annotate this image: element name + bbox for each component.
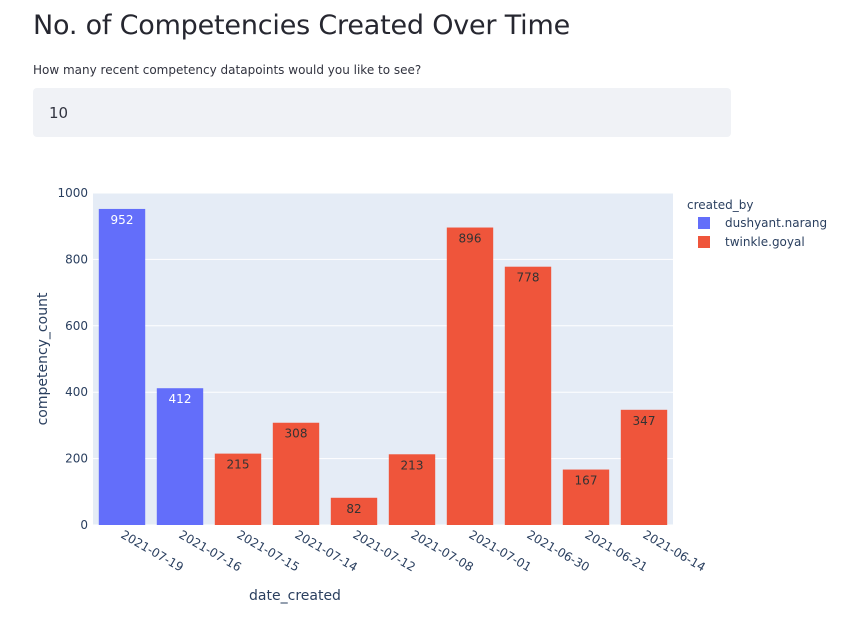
bar-2021-07-12[interactable] — [330, 497, 378, 525]
x-tick-label: 2021-07-12 — [351, 527, 418, 574]
y-tick-label: 1000 — [57, 186, 88, 200]
competency-bar-chart: 0 200 400 600 800 1000 952 2021-07-19 412 2021-07… — [35, 186, 827, 604]
bar-2021-07-08[interactable] — [388, 454, 436, 525]
bar-value-label: 215 — [227, 458, 250, 472]
legend-swatch[interactable] — [698, 236, 710, 248]
y-tick-label: 200 — [65, 452, 88, 466]
legend-swatch[interactable] — [698, 217, 710, 229]
y-tick-label: 800 — [65, 252, 88, 266]
x-tick-label: 2021-07-08 — [409, 527, 476, 574]
bar-2021-06-14[interactable] — [620, 409, 668, 525]
bar-value-label: 167 — [575, 474, 598, 488]
datapoints-input-field[interactable] — [33, 88, 731, 137]
bar-2021-06-30[interactable] — [504, 266, 552, 525]
y-axis-title: competency_count — [35, 292, 51, 425]
input-label: How many recent competency datapoints wo… — [33, 63, 422, 77]
bar-value-label: 778 — [517, 271, 540, 285]
y-tick-label: 400 — [65, 385, 88, 399]
legend-item-label[interactable]: twinkle.goyal — [725, 235, 805, 249]
bar-2021-07-16[interactable] — [156, 388, 204, 525]
x-tick-label: 2021-07-15 — [235, 527, 302, 574]
x-tick-label: 2021-06-14 — [641, 527, 708, 574]
bar-value-label: 347 — [633, 414, 656, 428]
bar-2021-06-21[interactable] — [562, 469, 610, 525]
bar-2021-07-19[interactable] — [98, 208, 146, 525]
bar-value-label: 952 — [111, 213, 134, 227]
x-tick-label: 2021-07-01 — [467, 527, 534, 574]
bar-value-label: 213 — [401, 458, 424, 472]
y-tick-label: 600 — [65, 319, 88, 333]
legend-title: created_by — [687, 198, 753, 212]
x-tick-label: 2021-06-21 — [583, 527, 650, 574]
bar-value-label: 896 — [459, 232, 482, 246]
bar-2021-07-01[interactable] — [446, 227, 494, 525]
bar-2021-07-14[interactable] — [272, 422, 320, 525]
x-axis-title: date_created — [249, 588, 341, 604]
bar-value-label: 412 — [169, 392, 192, 406]
x-tick-label: 2021-07-14 — [293, 527, 360, 574]
y-tick-label: 0 — [80, 518, 88, 532]
bar-2021-07-15[interactable] — [214, 453, 262, 525]
legend-item-label[interactable]: dushyant.narang — [725, 216, 827, 230]
x-tick-label: 2021-06-30 — [525, 527, 592, 574]
page-title: No. of Competencies Created Over Time — [33, 10, 570, 41]
datapoints-number-input[interactable] — [33, 88, 731, 137]
bar-value-label: 82 — [346, 502, 361, 516]
x-tick-label: 2021-07-16 — [177, 527, 244, 574]
bar-value-label: 308 — [285, 427, 308, 441]
x-tick-label: 2021-07-19 — [119, 527, 186, 574]
